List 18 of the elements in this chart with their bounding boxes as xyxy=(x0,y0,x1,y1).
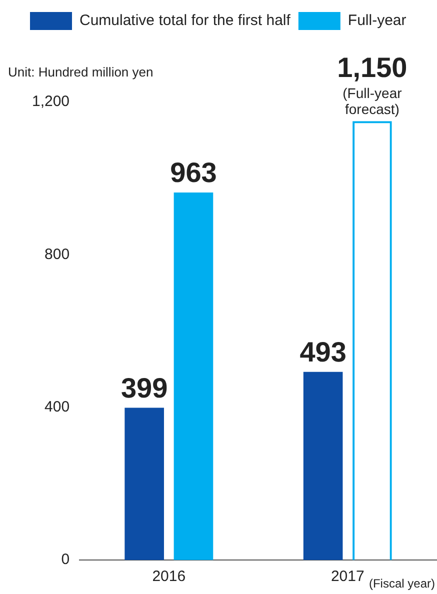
bar xyxy=(174,192,214,560)
y-tick-label: 800 xyxy=(44,246,70,263)
y-axis-title: Unit: Hundred million yen xyxy=(8,64,154,80)
x-tick-label: 2017 xyxy=(330,568,364,586)
data-label: 1,150 xyxy=(337,52,408,83)
y-tick-label: 0 xyxy=(61,551,70,568)
x-tick-label: 2016 xyxy=(152,568,186,586)
bar xyxy=(303,372,343,560)
y-tick-label: 1,200 xyxy=(32,93,70,110)
x-axis-title: (Fiscal year) xyxy=(368,576,435,590)
annotation: (Full-year forecast) xyxy=(342,84,402,117)
data-label: 399 xyxy=(120,372,168,404)
data-label: 963 xyxy=(170,157,217,188)
data-label: 493 xyxy=(300,336,346,368)
y-tick-label: 400 xyxy=(44,398,70,416)
bar xyxy=(124,408,164,560)
legend-label: Full-year xyxy=(348,12,406,30)
legend-label: Cumulative total for the first half xyxy=(80,12,292,30)
